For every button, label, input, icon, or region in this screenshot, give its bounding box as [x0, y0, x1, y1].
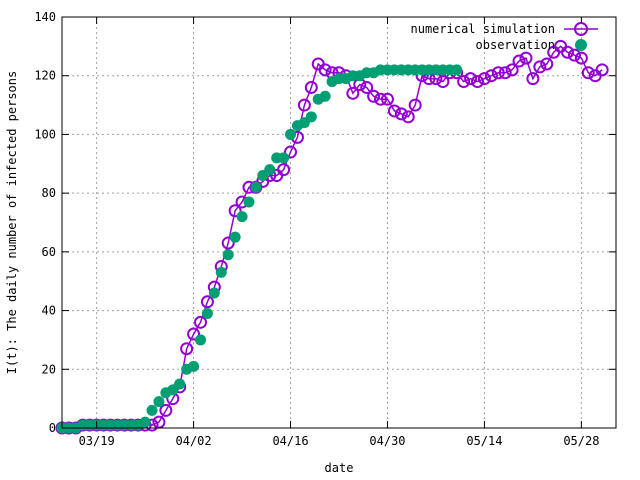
y-tick-label: 120 — [34, 69, 56, 83]
simulation-point — [567, 48, 581, 62]
simulation-point — [471, 75, 484, 89]
legend-label-simulation: numerical simulation — [411, 22, 556, 36]
simulation-point — [187, 327, 201, 341]
simulation-point — [574, 51, 588, 65]
simulation-point — [498, 66, 512, 80]
x-tick-label: 04/16 — [272, 434, 308, 448]
simulation-point — [380, 92, 394, 106]
simulation-point — [284, 145, 298, 159]
plot-frame — [61, 16, 617, 429]
observation-point — [264, 164, 276, 176]
simulation-point — [561, 45, 575, 59]
observation-point — [236, 211, 248, 223]
simulation-point — [491, 66, 505, 80]
legend-marker-observation — [575, 39, 587, 51]
observation-point — [139, 416, 151, 428]
simulation-point — [526, 72, 540, 86]
simulation-point — [533, 60, 547, 74]
legend: numerical simulation observation — [411, 22, 598, 52]
observation-point — [222, 249, 234, 261]
simulation-point — [346, 86, 360, 100]
x-tick-label: 05/28 — [563, 434, 599, 448]
x-tick-label: 03/19 — [79, 434, 115, 448]
observation-point — [174, 378, 186, 390]
simulation-point — [159, 403, 173, 417]
simulation-point — [221, 236, 235, 250]
y-tick-label: 20 — [42, 362, 56, 376]
observation-point — [195, 334, 206, 346]
observation-point — [208, 287, 220, 299]
simulation-point — [394, 107, 408, 121]
simulation-point — [408, 98, 422, 112]
simulation-point — [505, 63, 519, 77]
simulation-point — [367, 89, 381, 103]
simulation-point — [318, 63, 332, 77]
simulation-point — [512, 54, 526, 68]
simulation-point — [477, 72, 491, 86]
plot-series — [55, 39, 609, 435]
observation-point — [278, 152, 290, 164]
simulation-point — [297, 98, 311, 112]
simulation-point — [401, 110, 415, 124]
simulation-point — [228, 204, 242, 218]
observation-point — [250, 181, 262, 193]
simulation-point — [581, 66, 595, 80]
simulation-point — [464, 72, 478, 86]
simulation-point — [484, 69, 498, 83]
simulation-point — [519, 51, 533, 65]
y-tick-label: 140 — [34, 10, 56, 24]
simulation-point — [387, 104, 401, 118]
y-tick-label: 60 — [42, 245, 56, 259]
x-tick-label: 05/14 — [466, 434, 502, 448]
simulation-point — [436, 75, 450, 89]
observation-point — [201, 308, 213, 320]
simulation-point — [200, 295, 214, 309]
grid-lines — [62, 17, 616, 428]
observation-point — [215, 266, 227, 278]
simulation-point — [277, 163, 291, 177]
observation-point — [188, 360, 200, 372]
simulation-point — [540, 57, 554, 71]
y-tick-label: 0 — [49, 421, 56, 435]
x-tick-label: 04/02 — [176, 434, 212, 448]
simulation-point — [374, 92, 388, 106]
observation-point — [305, 111, 317, 123]
simulation-point — [457, 75, 471, 89]
observation-point — [146, 404, 158, 416]
x-tick-label: 04/30 — [369, 434, 405, 448]
observation-point — [243, 196, 255, 208]
simulation-point — [595, 63, 609, 77]
simulation-point — [304, 80, 318, 94]
observation-point — [229, 231, 241, 243]
legend-marker-simulation — [574, 22, 588, 36]
observation-point — [153, 396, 165, 408]
legend-label-observation: observation — [476, 38, 555, 52]
y-tick-label: 100 — [34, 127, 56, 141]
axis-ticks: 0 20 40 60 80 100 120 140 03/19 04/02 04/16 04/30 05… — [34, 10, 616, 448]
x-axis-label: date — [325, 461, 354, 475]
simulation-point — [194, 315, 207, 329]
y-tick-label: 40 — [42, 304, 56, 318]
simulation-series-line — [62, 45, 603, 429]
simulation-point — [180, 342, 194, 356]
observation-point — [285, 128, 297, 140]
simulation-point — [360, 80, 374, 94]
y-axis-label: I(t): The daily number of infected perso… — [5, 71, 19, 374]
y-tick-label: 80 — [42, 186, 56, 200]
observation-point — [319, 90, 331, 102]
observation-point — [451, 64, 463, 76]
